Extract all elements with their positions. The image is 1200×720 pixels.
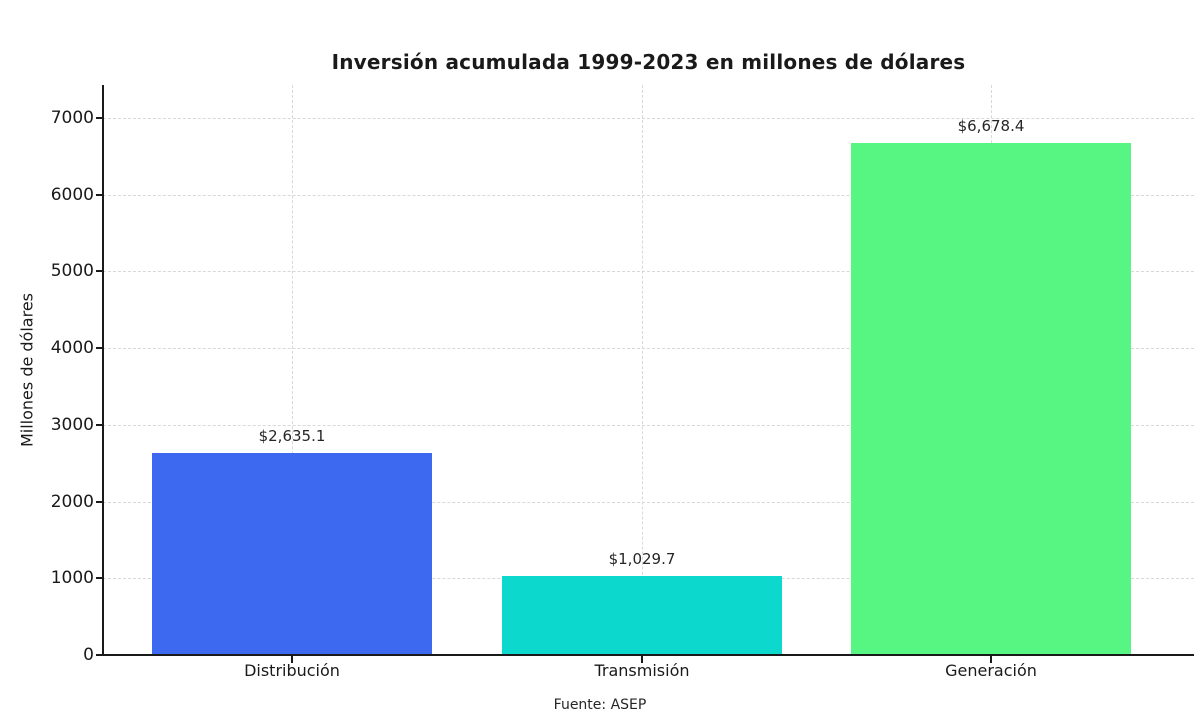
y-tick-label: 4000 [50, 338, 94, 359]
bar-value-label: $6,678.4 [957, 116, 1025, 135]
x-tick [990, 656, 992, 663]
y-gridline [103, 271, 1194, 273]
y-tick-label: 5000 [50, 261, 94, 282]
y-tick-label: 7000 [50, 108, 94, 128]
y-axis-spine [102, 85, 104, 656]
y-tick-label: 0 [83, 645, 94, 665]
y-tick [96, 270, 103, 273]
bar [851, 142, 1131, 654]
y-tick-label: 6000 [50, 184, 94, 205]
x-tick [291, 656, 293, 663]
bar-value-label: $2,635.1 [258, 426, 326, 445]
y-gridline [103, 424, 1194, 426]
y-tick [96, 500, 103, 503]
bar [502, 576, 782, 654]
y-tick [96, 117, 103, 119]
x-tick-label: Generación [945, 661, 1037, 680]
chart-title: Inversión acumulada 1999-2023 en millone… [331, 50, 966, 74]
y-tick [96, 423, 103, 426]
y-tick-label: 1000 [50, 568, 94, 589]
source-caption: Fuente: ASEP [553, 697, 647, 713]
y-tick-label: 2000 [50, 491, 94, 512]
y-tick [96, 347, 103, 350]
x-axis-spine [102, 654, 1194, 656]
x-tick-label: Transmisión [594, 661, 690, 680]
x-tick [641, 656, 643, 663]
y-tick [96, 654, 103, 656]
y-tick-label: 3000 [50, 414, 94, 435]
x-gridline [642, 85, 643, 655]
y-gridline [103, 194, 1194, 196]
y-tick [96, 577, 103, 580]
bar-value-label: $1,029.7 [608, 550, 676, 568]
y-gridline [103, 118, 1194, 119]
y-gridline [103, 348, 1194, 350]
y-tick [96, 193, 103, 196]
bar [152, 452, 432, 654]
y-gridline [103, 501, 1194, 503]
x-gridline [292, 85, 293, 655]
x-tick-label: Distribución [244, 661, 340, 680]
